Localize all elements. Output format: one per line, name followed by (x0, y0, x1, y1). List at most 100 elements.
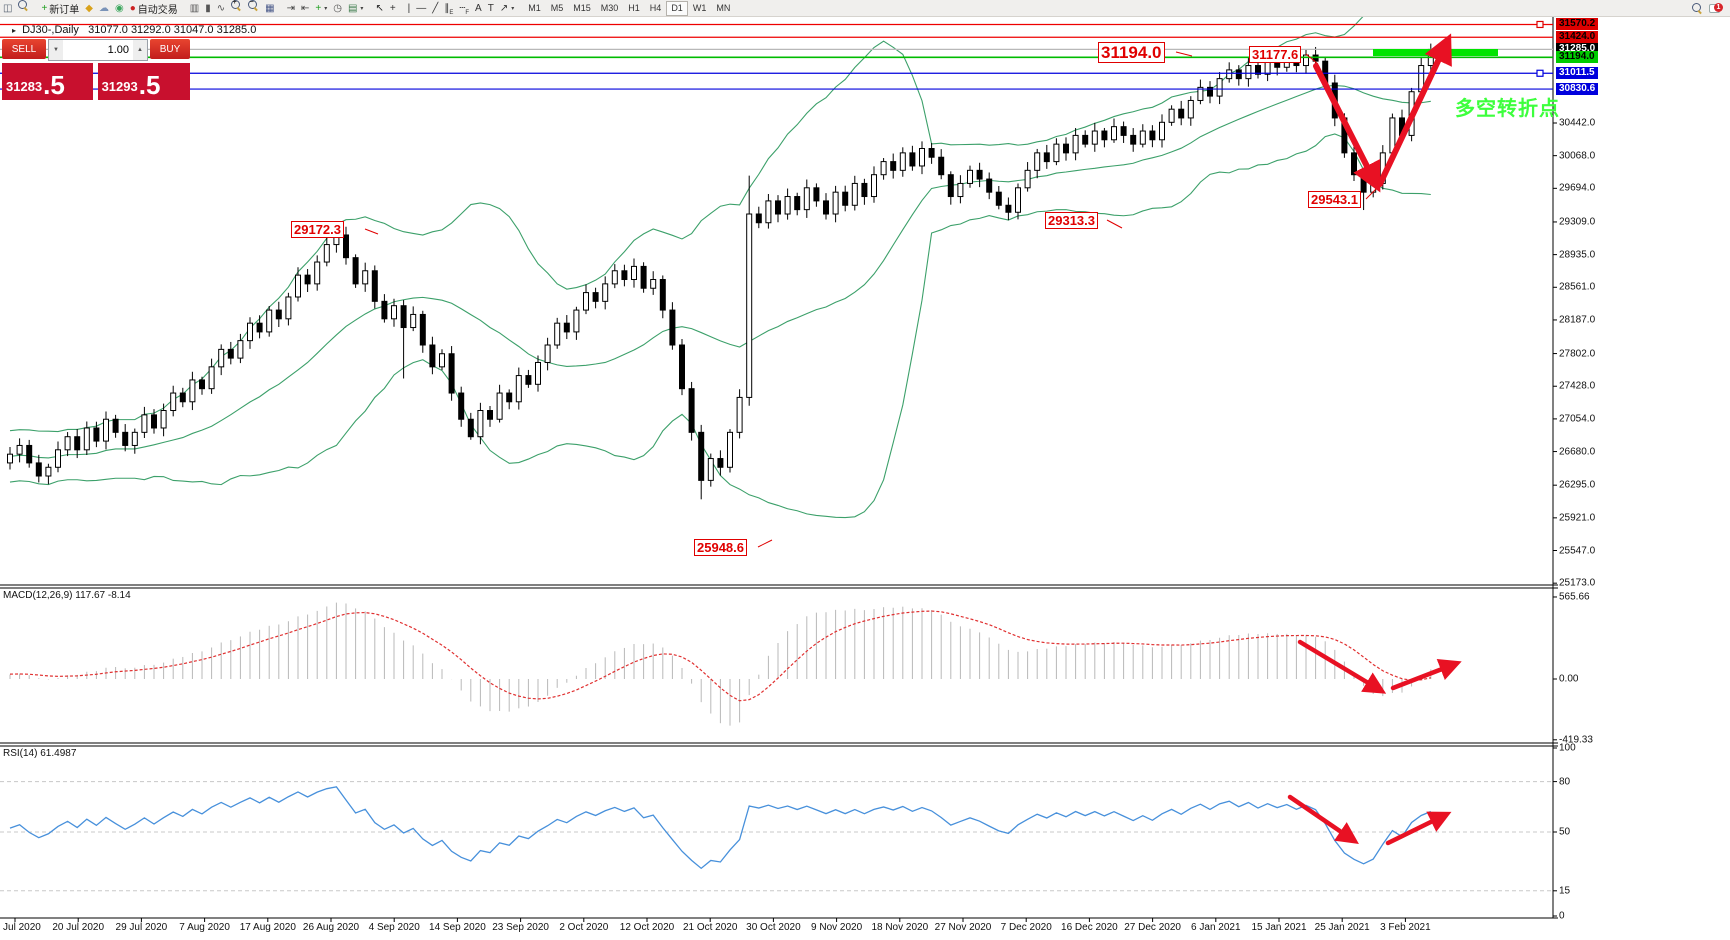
date-tick: 4 Sep 2020 (368, 922, 420, 933)
signal-icon: ◉ (115, 2, 124, 14)
rsi-tick: 15 (1559, 885, 1571, 897)
price-tick: 29694.0 (1559, 182, 1596, 194)
price-tick: 30068.0 (1559, 150, 1596, 162)
turning-point-note[interactable]: 多空转折点 (1455, 98, 1560, 120)
timeframe-m5[interactable]: M5 (550, 3, 564, 13)
clock-button[interactable]: ◷ (330, 2, 345, 16)
crosshair-icon: + (389, 2, 396, 14)
price-tick: 26295.0 (1559, 479, 1596, 491)
price-tick: 27428.0 (1559, 380, 1596, 392)
price-annotation-label[interactable]: 29313.3 (1045, 212, 1098, 229)
fibonacci-button[interactable]: ┄F (456, 3, 472, 18)
price-line-label: 31570.2 (1556, 18, 1599, 31)
text-label-button[interactable]: T (485, 2, 497, 16)
new-order-icon: + (41, 2, 48, 14)
autotrading-button[interactable]: ● 自动交易 (127, 2, 181, 16)
price-tick: 27054.0 (1559, 413, 1596, 425)
buy-price-int: 31293 (101, 79, 138, 94)
vertical-line-icon: | (407, 2, 411, 14)
timeframe-w1[interactable]: W1 (692, 3, 707, 13)
history-center-icon: ◆ (85, 2, 93, 14)
cursor-icon: ↖ (375, 2, 384, 14)
auto-scroll-icon: ⇥ (286, 2, 295, 14)
timeframe-buttons: M1 M5 M15 M30 H1 H4 D1 W1 MN (523, 0, 735, 16)
rsi-tick: 80 (1559, 776, 1571, 788)
sell-button[interactable]: SELL (2, 39, 46, 59)
price-annotation-label[interactable]: 29543.1 (1308, 191, 1361, 208)
channel-button[interactable]: ∥E (441, 2, 456, 18)
date-tick: 9 Nov 2020 (811, 922, 863, 933)
buy-button[interactable]: BUY (150, 39, 190, 59)
timeframe-h1[interactable]: H1 (628, 3, 640, 13)
zoom-in-button[interactable]: + (228, 0, 245, 12)
horizontal-line-button[interactable]: ― (413, 2, 429, 16)
price-annotation-label[interactable]: 31194.0 (1098, 42, 1165, 63)
price-tick: 25173.0 (1559, 577, 1596, 589)
timeframe-m1[interactable]: M1 (528, 3, 541, 13)
crosshair-button[interactable]: + (387, 2, 399, 16)
price-tick: 29309.0 (1559, 216, 1596, 228)
price-annotation-label[interactable]: 31177.6 (1249, 46, 1302, 63)
line-chart-button[interactable]: ∿ (214, 2, 228, 16)
price-annotation-label[interactable]: 29172.3 (291, 221, 344, 238)
notifications-button[interactable]: 1 (1706, 1, 1726, 15)
timeframe-m15[interactable]: M15 (573, 3, 591, 13)
ohlc-values: 31077.0 31292.0 31047.0 31285.0 (88, 24, 257, 36)
date-tick: 2 Oct 2020 (559, 922, 609, 933)
indicators-button[interactable]: + ▾ (312, 2, 330, 16)
date-tick: 7 Aug 2020 (179, 922, 230, 933)
date-tick: 25 Jan 2021 (1314, 922, 1370, 933)
timeframe-d1[interactable]: D1 (666, 0, 688, 16)
cloud-icon: ☁ (99, 2, 109, 14)
cursor-button[interactable]: ↖ (372, 2, 386, 16)
date-tick: 6 Jan 2021 (1191, 922, 1241, 933)
timeframe-mn[interactable]: MN (716, 3, 731, 13)
search-button[interactable] (1689, 1, 1706, 15)
price-line-label: 31011.5 (1556, 67, 1598, 80)
new-order-button[interactable]: + 新订单 (38, 2, 82, 16)
arrows-icon: ↗ (499, 2, 509, 14)
vertical-line-button[interactable]: | (405, 2, 414, 16)
arrows-button[interactable]: ↗ ▾ (497, 2, 517, 16)
sell-price-box[interactable]: 31283 .5 (2, 63, 93, 100)
buy-price-box[interactable]: 31293 .5 (97, 63, 190, 100)
date-tick: 14 Sep 2020 (429, 922, 486, 933)
volume-input[interactable]: 1.00 (107, 44, 129, 56)
trendline-button[interactable]: ╱ (429, 2, 441, 16)
bar-chart-button[interactable]: ▥ (187, 2, 202, 16)
timeframe-h4[interactable]: H4 (649, 3, 662, 13)
candlestick-chart-button[interactable]: ▮ (202, 2, 214, 16)
cloud-button[interactable]: ☁ (96, 2, 112, 16)
tile-windows-button[interactable]: ▦ (262, 2, 277, 16)
dropdown-caret-icon: ▾ (511, 6, 515, 13)
dropdown-caret-icon: ▾ (360, 6, 364, 13)
chart-title: ▸ DJ30-,Daily 31077.0 31292.0 31047.0 31… (12, 24, 256, 36)
price-annotation-label[interactable]: 25948.6 (694, 539, 747, 556)
date-tick: 30 Oct 2020 (746, 922, 801, 933)
zoom-out-icon: − (248, 0, 259, 11)
symbol-period-label: DJ30-,Daily (22, 24, 79, 36)
zoom-out-button[interactable]: − (245, 0, 262, 12)
market-watch-button[interactable] (15, 0, 32, 12)
date-tick: 7 Dec 2020 (1000, 922, 1052, 933)
volume-spinner: ▼ 1.00 ▲ (48, 39, 148, 61)
line-chart-icon: ∿ (216, 2, 226, 14)
indicators-icon: + (315, 2, 322, 14)
price-tick: 27802.0 (1559, 348, 1596, 360)
timeframe-m30[interactable]: M30 (600, 3, 619, 13)
channel-icon: ∥E (444, 2, 454, 16)
volume-up-button[interactable]: ▲ (133, 40, 147, 60)
date-tick: 27 Nov 2020 (934, 922, 992, 933)
volume-down-button[interactable]: ▼ (49, 40, 63, 60)
auto-scroll-button[interactable]: ⇥ (284, 2, 298, 16)
profiles-button[interactable]: ▤ ▾ (345, 2, 366, 16)
macd-tick: 565.66 (1559, 591, 1590, 603)
macd-label: MACD(12,26,9) 117.67 -8.14 (3, 590, 131, 601)
new-chart-button[interactable]: ◫ (0, 2, 15, 16)
signal-button[interactable]: ◉ (112, 2, 127, 16)
text-button[interactable]: A (472, 2, 485, 16)
chart-shift-button[interactable]: ⇤ (298, 2, 312, 16)
history-center-button[interactable]: ◆ (82, 2, 96, 16)
